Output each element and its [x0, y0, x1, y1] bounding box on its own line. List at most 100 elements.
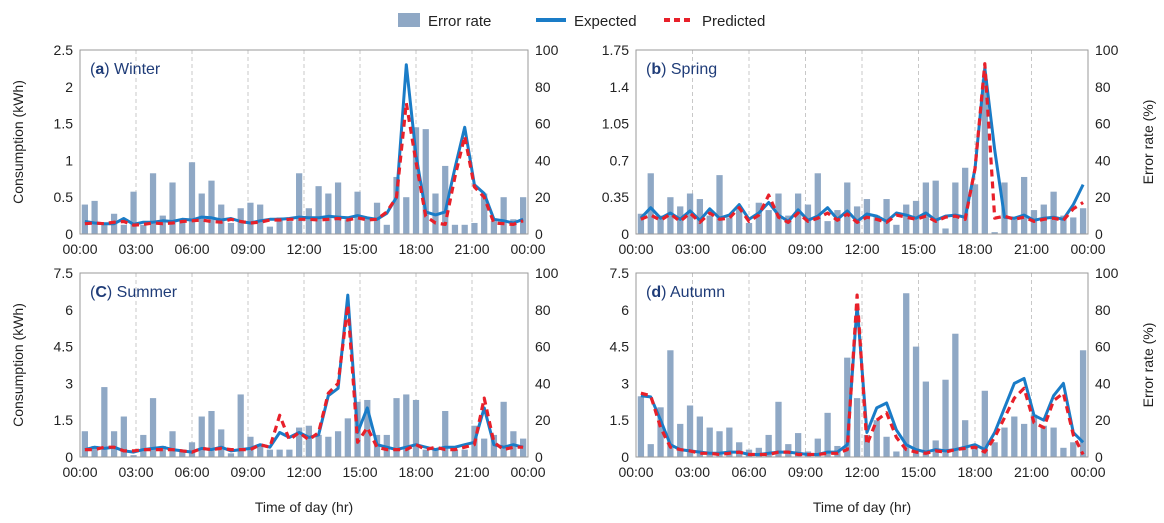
plot-frame	[635, 272, 1089, 458]
y-right-tick-label: 0	[535, 226, 543, 242]
y-left-tick-label: 6	[621, 302, 629, 318]
error-rate-bar	[451, 224, 459, 234]
error-rate-bar	[981, 79, 988, 234]
y-right-tick-label: 60	[1095, 116, 1111, 132]
error-rate-bar	[422, 129, 429, 234]
error-rate-bar	[824, 412, 831, 457]
x-tick-label: 03:00	[675, 241, 710, 257]
y-right-tick-label: 100	[535, 265, 559, 281]
x-tick-label: 03:00	[118, 241, 153, 257]
error-rate-bar	[315, 434, 322, 457]
error-rate-bar	[942, 379, 949, 457]
panel-letter: d	[651, 284, 661, 301]
error-rate-bar	[1001, 427, 1008, 457]
x-tick-label: 03:00	[675, 464, 710, 480]
y-left-tick-label: 0.35	[602, 189, 629, 205]
error-rate-bar	[218, 429, 225, 457]
error-rate-bar	[1040, 425, 1047, 457]
error-rate-bar	[706, 215, 713, 234]
error-rate-bar	[844, 182, 851, 234]
x-tick-label: 21:00	[454, 464, 489, 480]
x-tick-label: 18:00	[398, 464, 433, 480]
error-rate-bar	[716, 175, 723, 234]
panel-title: (a) Winter	[90, 61, 161, 78]
x-tick-label: 12:00	[844, 464, 879, 480]
y-right-axis-label: Error rate (%)	[1140, 323, 1156, 408]
error-rate-bar	[922, 381, 930, 457]
panel-summer: 00:00 03:00 06:00 09:00 12:00 15:00 18:00 21:00…	[10, 265, 559, 515]
error-rate-bar	[647, 173, 654, 234]
error-rate-bar	[716, 431, 723, 457]
error-rate-bar	[844, 357, 851, 457]
x-tick-label: 00:00	[510, 464, 545, 480]
error-rate-bar	[981, 390, 988, 457]
error-rate-bar	[130, 455, 137, 457]
y-right-tick-label: 40	[535, 152, 551, 168]
error-rate-bar	[883, 199, 890, 234]
y-right-tick-label: 80	[1095, 79, 1111, 95]
panel-letter: a	[95, 61, 104, 78]
error-rate-bar	[305, 208, 312, 234]
y-left-axis-label: Consumption (kWh)	[10, 80, 26, 204]
legend-predicted-label: Predicted	[702, 13, 765, 30]
y-right-tick-label: 20	[535, 412, 551, 428]
error-rate-bar	[500, 197, 507, 234]
error-rate-bar	[736, 208, 743, 234]
error-rate-bar	[130, 191, 137, 234]
error-rate-bar	[637, 396, 645, 457]
error-rate-bar	[893, 451, 900, 457]
error-rate-bar	[745, 222, 753, 234]
x-tick-label: 15:00	[901, 241, 936, 257]
error-rate-bar	[520, 197, 527, 234]
error-rate-bar	[227, 222, 235, 234]
error-rate-bar	[726, 427, 733, 457]
y-right-tick-label: 40	[1095, 152, 1111, 168]
y-right-tick-label: 20	[1095, 412, 1111, 428]
y-left-tick-label: 0	[65, 449, 73, 465]
error-rate-bar	[481, 193, 488, 234]
error-rate-bar	[971, 184, 979, 234]
panel-title: (C) Summer	[90, 284, 178, 301]
error-rate-bar	[120, 416, 127, 457]
panel-autumn: 00:00 03:00 06:00 09:00 12:00 15:00 18:00 21:00…	[610, 265, 1156, 515]
y-left-tick-label: 1.05	[602, 116, 629, 132]
error-rate-bar	[1079, 350, 1087, 457]
error-rate-bar	[903, 204, 910, 234]
panel-title: (b) Spring	[646, 61, 717, 78]
error-rate-bar	[247, 202, 254, 234]
error-rate-bar	[952, 333, 959, 457]
y-left-tick-label: 0	[65, 226, 73, 242]
error-rate-bar	[1011, 217, 1018, 234]
error-rate-bar	[952, 182, 959, 234]
error-rate-bar	[971, 445, 979, 457]
error-rate-bar	[149, 398, 157, 457]
error-rate-bar	[696, 416, 704, 457]
error-rate-bar	[520, 438, 527, 457]
error-rate-bar	[101, 387, 108, 457]
error-rate-bar	[364, 217, 371, 234]
y-right-tick-label: 100	[1095, 42, 1119, 58]
panel-name: ) Summer	[107, 284, 178, 301]
legend-error-rate-label: Error rate	[428, 13, 491, 30]
y-right-tick-label: 40	[1095, 375, 1111, 391]
panel-spring: 00:00 03:00 06:00 09:00 12:00 15:00 18:00 21:00…	[602, 42, 1156, 257]
x-tick-label: 09:00	[788, 464, 823, 480]
error-rate-bar	[1079, 208, 1087, 234]
error-rate-bar	[91, 200, 98, 234]
error-rate-bar	[81, 204, 88, 234]
error-rate-bar	[110, 431, 118, 457]
error-rate-bar	[403, 394, 410, 457]
error-rate-bar	[1070, 442, 1077, 457]
error-rate-bar	[657, 407, 664, 457]
error-rate-bar	[266, 449, 274, 457]
error-rate-bar	[500, 401, 507, 457]
error-rate-bar	[873, 215, 880, 234]
predicted-line	[640, 62, 1084, 224]
y-left-tick-label: 0	[621, 449, 629, 465]
x-tick-label: 18:00	[957, 464, 992, 480]
error-rate-bar	[315, 186, 322, 234]
y-right-tick-label: 20	[535, 189, 551, 205]
x-tick-label: 00:00	[618, 464, 653, 480]
error-rate-bar	[471, 222, 478, 234]
